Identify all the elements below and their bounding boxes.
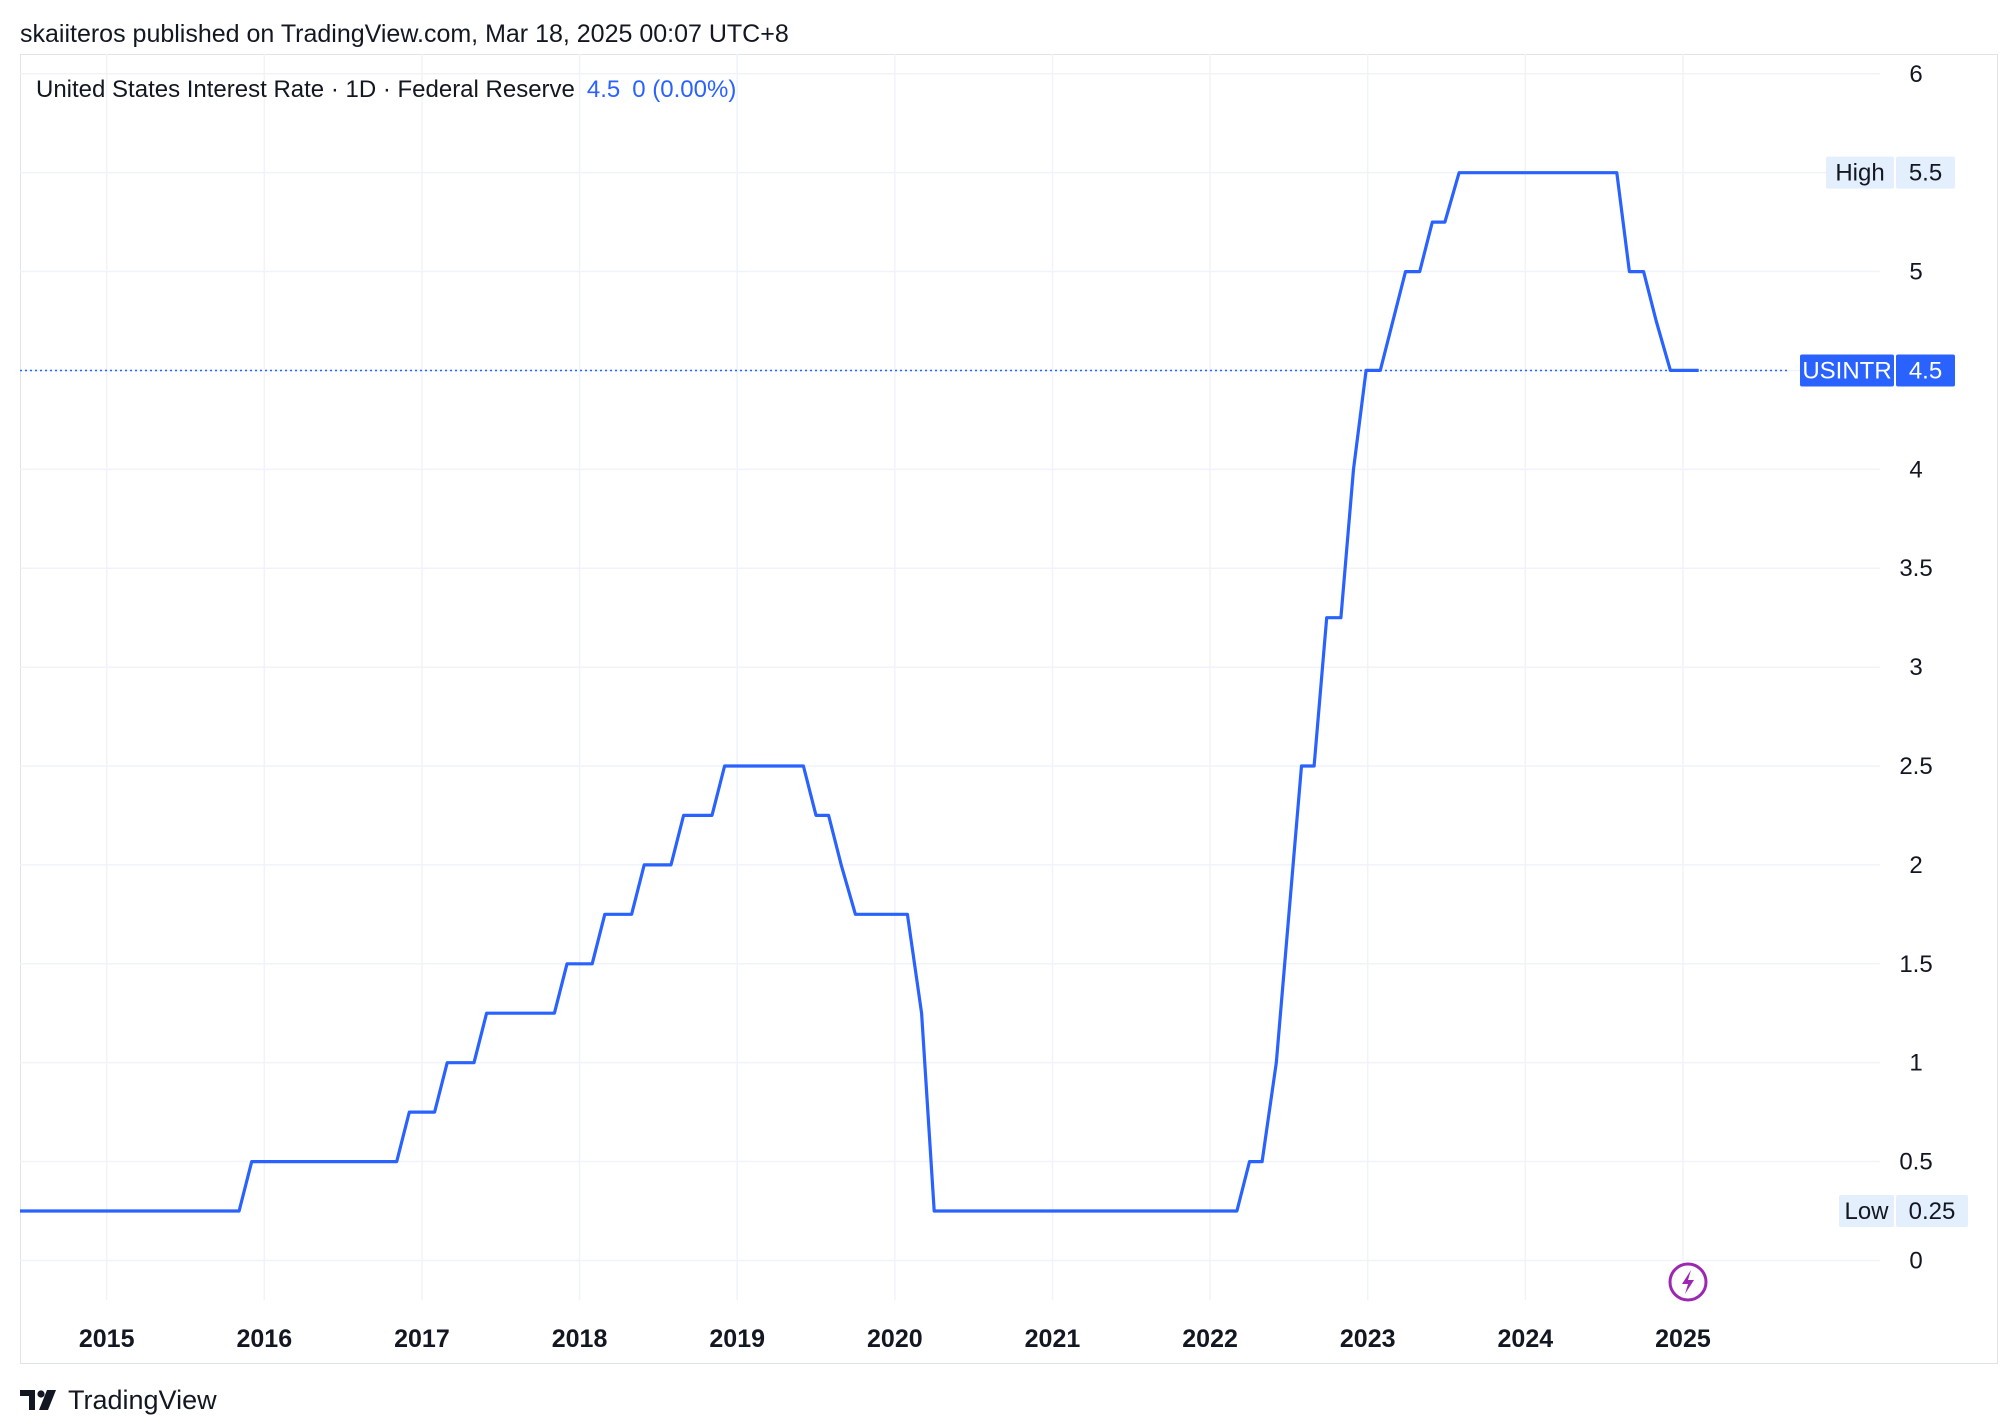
marker-value-bg (1896, 156, 1955, 189)
price-markers: USINTR 4.5 High 5.5 Low 0.25 (1800, 156, 1968, 1227)
price-marker-low: Low 0.25 (1839, 1195, 1968, 1227)
y-tick-label: 2.5 (1899, 753, 1932, 780)
x-tick-label: 2017 (394, 1325, 450, 1353)
y-tick-label: 1 (1909, 1050, 1922, 1077)
legend-value: 4.5 (586, 76, 621, 103)
chart-frame (20, 54, 1998, 1364)
marker-label-bg (1826, 156, 1894, 189)
x-axis[interactable]: 2015 2016 2017 2018 2019 2020 2021 2022 2023 2024… (79, 1325, 1711, 1353)
series-line-usintr (20, 171, 1699, 1213)
y-tick-label: 4 (1909, 456, 1922, 483)
y-tick-label: 5 (1909, 259, 1922, 286)
lightning-icon[interactable] (1668, 1262, 1708, 1302)
x-tick-label: 2025 (1655, 1325, 1711, 1353)
price-marker-high: High 5.5 (1826, 156, 1955, 189)
x-tick-label: 2024 (1498, 1325, 1554, 1353)
chart-legend[interactable]: United States Interest Rate · 1D · Feder… (36, 76, 736, 104)
x-tick-label: 2020 (867, 1325, 923, 1353)
y-tick-label: 3.5 (1899, 555, 1932, 582)
publish-line: skaiiteros published on TradingView.com,… (20, 20, 789, 48)
marker-label: USINTR (1802, 357, 1891, 384)
tradingview-logo-icon (20, 1390, 56, 1410)
x-tick-label: 2015 (79, 1325, 135, 1353)
marker-value: 4.5 (1909, 357, 1942, 384)
y-tick-label: 1.5 (1899, 951, 1932, 978)
marker-label: Low (1844, 1198, 1889, 1225)
series-layer (20, 171, 1699, 1213)
y-axis[interactable]: 00.511.522.533.544.555.56 (1899, 61, 1932, 1275)
x-tick-label: 2021 (1025, 1325, 1081, 1353)
marker-value: 0.25 (1909, 1198, 1956, 1225)
x-tick-label: 2018 (552, 1325, 608, 1353)
marker-value-bg (1896, 354, 1955, 387)
legend-title: United States Interest Rate · 1D · Feder… (36, 76, 575, 103)
event-markers[interactable] (1668, 1262, 1708, 1302)
y-tick-label: 0.5 (1899, 1149, 1932, 1176)
marker-label-bg (1839, 1195, 1894, 1227)
x-tick-label: 2016 (237, 1325, 293, 1353)
y-tick-label: 0 (1909, 1247, 1922, 1274)
tradingview-logo[interactable]: TradingView (20, 1382, 217, 1418)
legend-change: 0 (0.00%) (632, 76, 737, 103)
y-tick-label: 2 (1909, 852, 1922, 879)
x-tick-label: 2023 (1340, 1325, 1396, 1353)
marker-label: High (1835, 160, 1884, 187)
x-tick-label: 2022 (1182, 1325, 1238, 1353)
marker-value-bg (1896, 1195, 1968, 1227)
grid-lines (20, 54, 1880, 1300)
y-tick-label: 6 (1909, 61, 1922, 88)
marker-value: 5.5 (1909, 160, 1942, 187)
tradingview-wordmark: TradingView (68, 1384, 217, 1415)
price-marker-usintr: USINTR 4.5 (1800, 354, 1955, 387)
lightning-icon-bolt (1682, 1270, 1694, 1294)
marker-label-bg (1800, 354, 1894, 387)
y-tick-label: 3 (1909, 654, 1922, 681)
x-tick-label: 2019 (709, 1325, 765, 1353)
